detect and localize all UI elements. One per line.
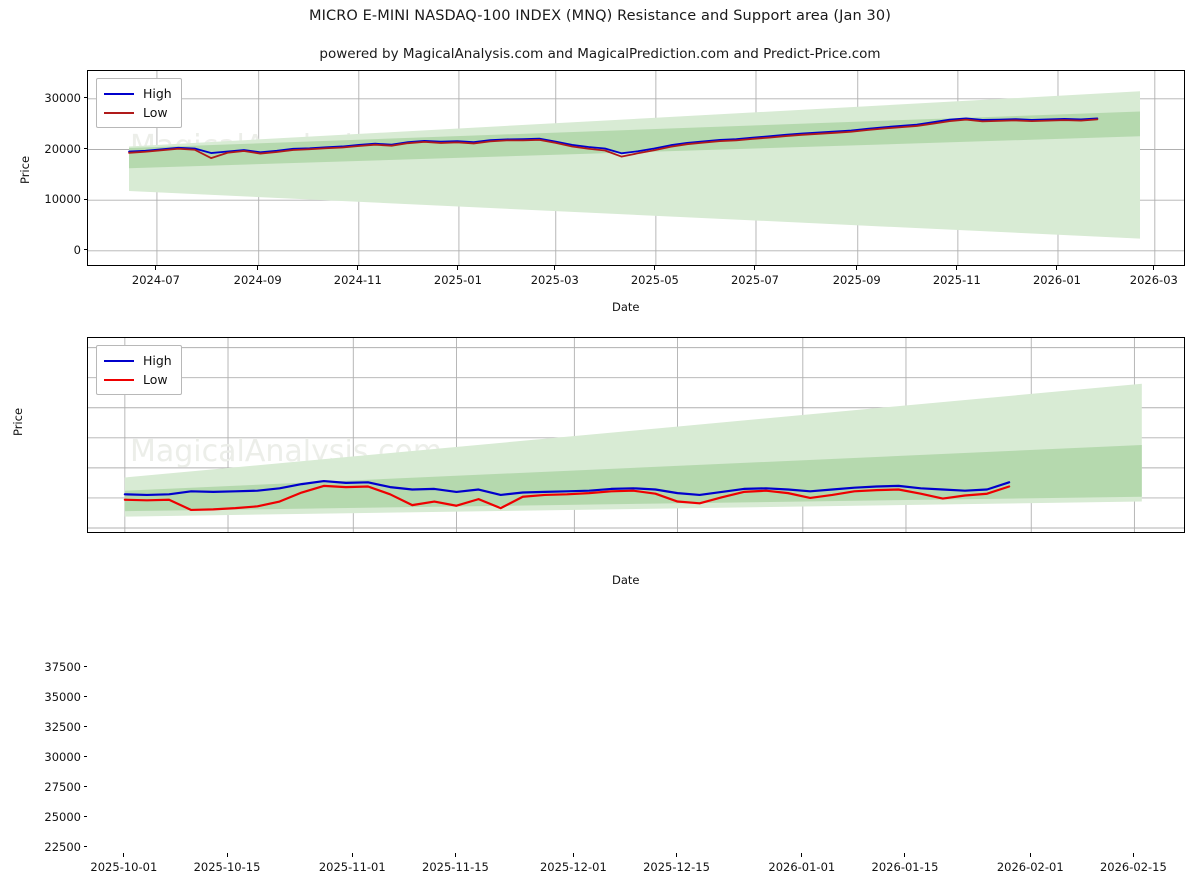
x-tick-label: 2025-11 [932,273,981,287]
x-tick-label: 2025-01 [433,273,482,287]
x-tick-label: 2025-10-01 [90,860,158,874]
y-tick-label: 30000 [44,749,81,764]
page-subtitle: powered by MagicalAnalysis.com and Magic… [319,46,881,62]
y-tick-mark [83,696,87,698]
x-tick-label: 2025-09 [832,273,881,287]
overview-legend-item-low: Low [104,103,172,122]
y-tick-label: 20000 [44,141,81,156]
y-tick-mark [83,97,87,99]
zoom-legend-swatch-low [104,378,134,381]
y-tick-mark [83,846,87,848]
zoom-legend-item-low: Low [104,370,172,389]
x-tick-label: 2026-03 [1129,273,1178,287]
zoom-legend-label-high: High [143,353,172,368]
y-tick-label: 35000 [44,689,81,704]
x-tick-mark [357,266,359,270]
x-tick-label: 2026-02-01 [996,860,1064,874]
x-tick-label: 2025-12-15 [643,860,710,874]
overview-chart-panel: Price Date MagicalAnalysis.com MagicalPr… [0,0,1200,320]
x-tick-mark [257,266,259,270]
x-tick-label: 2025-12-01 [539,860,607,874]
y-tick-mark [83,148,87,149]
x-tick-label: 2026-01 [1032,273,1081,287]
page-title: MICRO E-MINI NASDAQ-100 INDEX (MNQ) Resi… [309,8,891,24]
y-tick-label: 0 [73,242,81,257]
y-tick-label: 22500 [44,839,81,854]
x-tick-label: 2025-03 [530,273,579,287]
zoom-legend-item-high: High [104,351,172,370]
zoom-y-axis-label: Price [11,407,25,437]
y-tick-mark [83,198,87,200]
x-tick-mark [454,853,456,857]
zoom-plot-area: MagicalAnalysis.com MagicalPrediction.co… [87,337,1185,533]
overview-series-lines [128,117,1099,160]
y-tick-label: 25000 [44,809,81,824]
y-tick-mark [83,786,87,788]
y-tick-label: 32500 [44,719,81,734]
x-tick-mark [1153,266,1155,270]
x-tick-mark [856,266,858,270]
x-tick-label: 2026-01-15 [871,860,939,874]
overview-x-axis-label: Date [612,300,640,314]
x-tick-mark [155,266,157,270]
x-tick-label: 2024-09 [233,273,282,287]
zoom-legend-swatch-high [104,359,134,362]
zoom-legend-label-low: Low [143,372,168,387]
y-tick-label: 27500 [44,779,81,794]
y-tick-mark [83,756,87,758]
x-tick-mark [904,853,906,857]
x-tick-mark [676,853,678,857]
x-tick-mark [554,266,556,270]
x-tick-mark [801,853,803,857]
y-tick-label: 10000 [44,192,81,207]
zoom-chart-panel: Price Date MagicalAnalysis.com MagicalPr… [0,320,1200,874]
x-tick-label: 2024-07 [131,273,180,287]
overview-legend-item-high: High [104,84,172,103]
x-tick-label: 2025-11-15 [422,860,489,874]
overview-legend-label-high: High [143,86,172,101]
x-tick-mark [654,266,656,270]
y-tick-mark [83,726,87,728]
x-tick-mark [1056,266,1058,270]
y-tick-mark [83,666,87,668]
overview-legend: High Low [96,78,182,128]
x-tick-label: 2025-10-15 [193,860,261,874]
zoom-x-axis-label: Date [612,573,640,587]
x-tick-label: 2025-07 [730,273,780,287]
x-tick-mark [572,853,574,857]
x-tick-mark [457,266,459,270]
x-tick-mark [351,853,353,857]
zoom-legend: High Low [96,345,182,395]
zoom-series-lines [123,479,1011,512]
x-tick-label: 2024-11 [333,273,382,287]
overview-legend-label-low: Low [143,105,168,120]
y-tick-mark [83,816,87,818]
x-tick-mark [1029,853,1031,857]
x-tick-label: 2026-01-01 [768,860,836,874]
x-tick-mark [1132,853,1134,857]
y-tick-mark [83,249,87,251]
x-tick-mark [226,853,228,857]
zoom-support-resistance-bands [124,383,1142,517]
overview-plot-area: MagicalAnalysis.com MagicalPrediction.co… [87,70,1185,266]
y-tick-label: 30000 [44,90,81,105]
x-tick-mark [956,266,958,270]
overview-legend-swatch-high [104,92,134,95]
x-tick-label: 2025-05 [630,273,679,287]
x-tick-mark [123,853,125,857]
overview-legend-swatch-low [104,111,134,114]
y-tick-label: 37500 [44,659,81,674]
x-tick-label: 2026-02-15 [1099,860,1167,874]
x-tick-label: 2025-11-01 [318,860,386,874]
x-tick-mark [754,266,756,270]
